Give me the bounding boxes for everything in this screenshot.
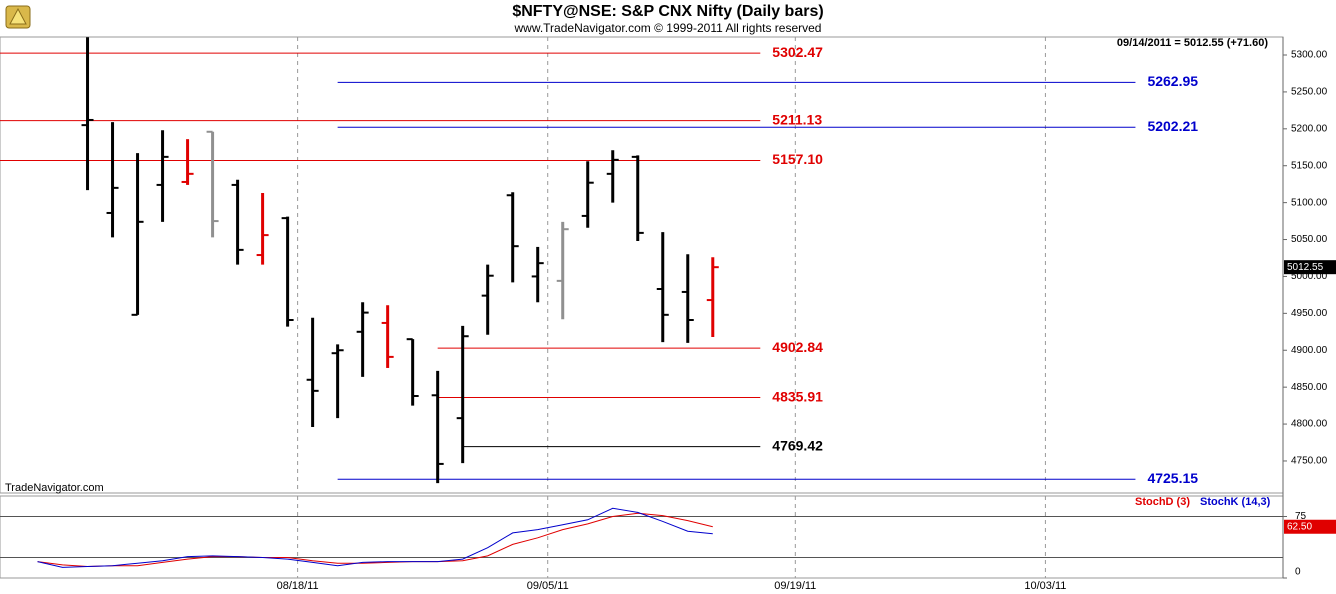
stoch-line	[37, 507, 713, 568]
level-label: 4902.84	[772, 339, 823, 355]
last-price-box	[1284, 260, 1336, 275]
y-tick-label: 4900.00	[1291, 345, 1328, 356]
y-tick-label: 4750.00	[1291, 456, 1328, 467]
y-tick-label: 4950.00	[1291, 308, 1328, 319]
legend-label: StochD (3)	[1135, 496, 1190, 508]
level-label: 5157.10	[772, 151, 823, 167]
y-tick-label: 75	[1295, 511, 1307, 522]
level-label: 5202.21	[1147, 118, 1198, 134]
y-tick-label: 5000.00	[1291, 271, 1328, 282]
last-price-label: 5012.55	[1287, 262, 1324, 273]
stoch-line	[37, 512, 713, 568]
level-label: 4835.91	[772, 388, 823, 404]
y-tick-label: 5300.00	[1291, 50, 1328, 61]
y-tick-label: 4850.00	[1291, 382, 1328, 393]
subtitle: www.TradeNavigator.com © 1999-2011 All r…	[514, 21, 822, 35]
chart-title: $NFTY@NSE: S&P CNX Nifty (Daily bars)	[512, 3, 823, 20]
watermark: TradeNavigator.com	[5, 482, 104, 494]
level-label: 5302.47	[772, 44, 823, 60]
x-tick-label: 09/05/11	[527, 580, 569, 592]
x-tick-label: 08/18/11	[277, 580, 319, 592]
y-tick-label: 5150.00	[1291, 160, 1328, 171]
level-label: 5211.13	[772, 111, 822, 127]
y-tick-label: 4800.00	[1291, 419, 1328, 430]
level-label: 4725.15	[1147, 470, 1198, 486]
y-tick-label: 5100.00	[1291, 197, 1328, 208]
x-tick-label: 09/19/11	[774, 580, 816, 592]
last-value-box	[1284, 519, 1336, 534]
legend-label: StochK (14,3)	[1200, 496, 1271, 508]
y-tick-label: 5250.00	[1291, 87, 1328, 98]
level-label: 5262.95	[1147, 73, 1198, 89]
x-tick-label: 10/03/11	[1024, 580, 1066, 592]
last-value-label: 62.50	[1287, 521, 1312, 532]
level-label: 4769.42	[772, 437, 823, 453]
info-text: 09/14/2011 = 5012.55 (+71.60)	[1117, 37, 1268, 49]
y-tick-label: 0	[1295, 567, 1301, 578]
y-tick-label: 5200.00	[1291, 123, 1328, 134]
y-tick-label: 5050.00	[1291, 234, 1328, 245]
logo	[5, 5, 31, 29]
